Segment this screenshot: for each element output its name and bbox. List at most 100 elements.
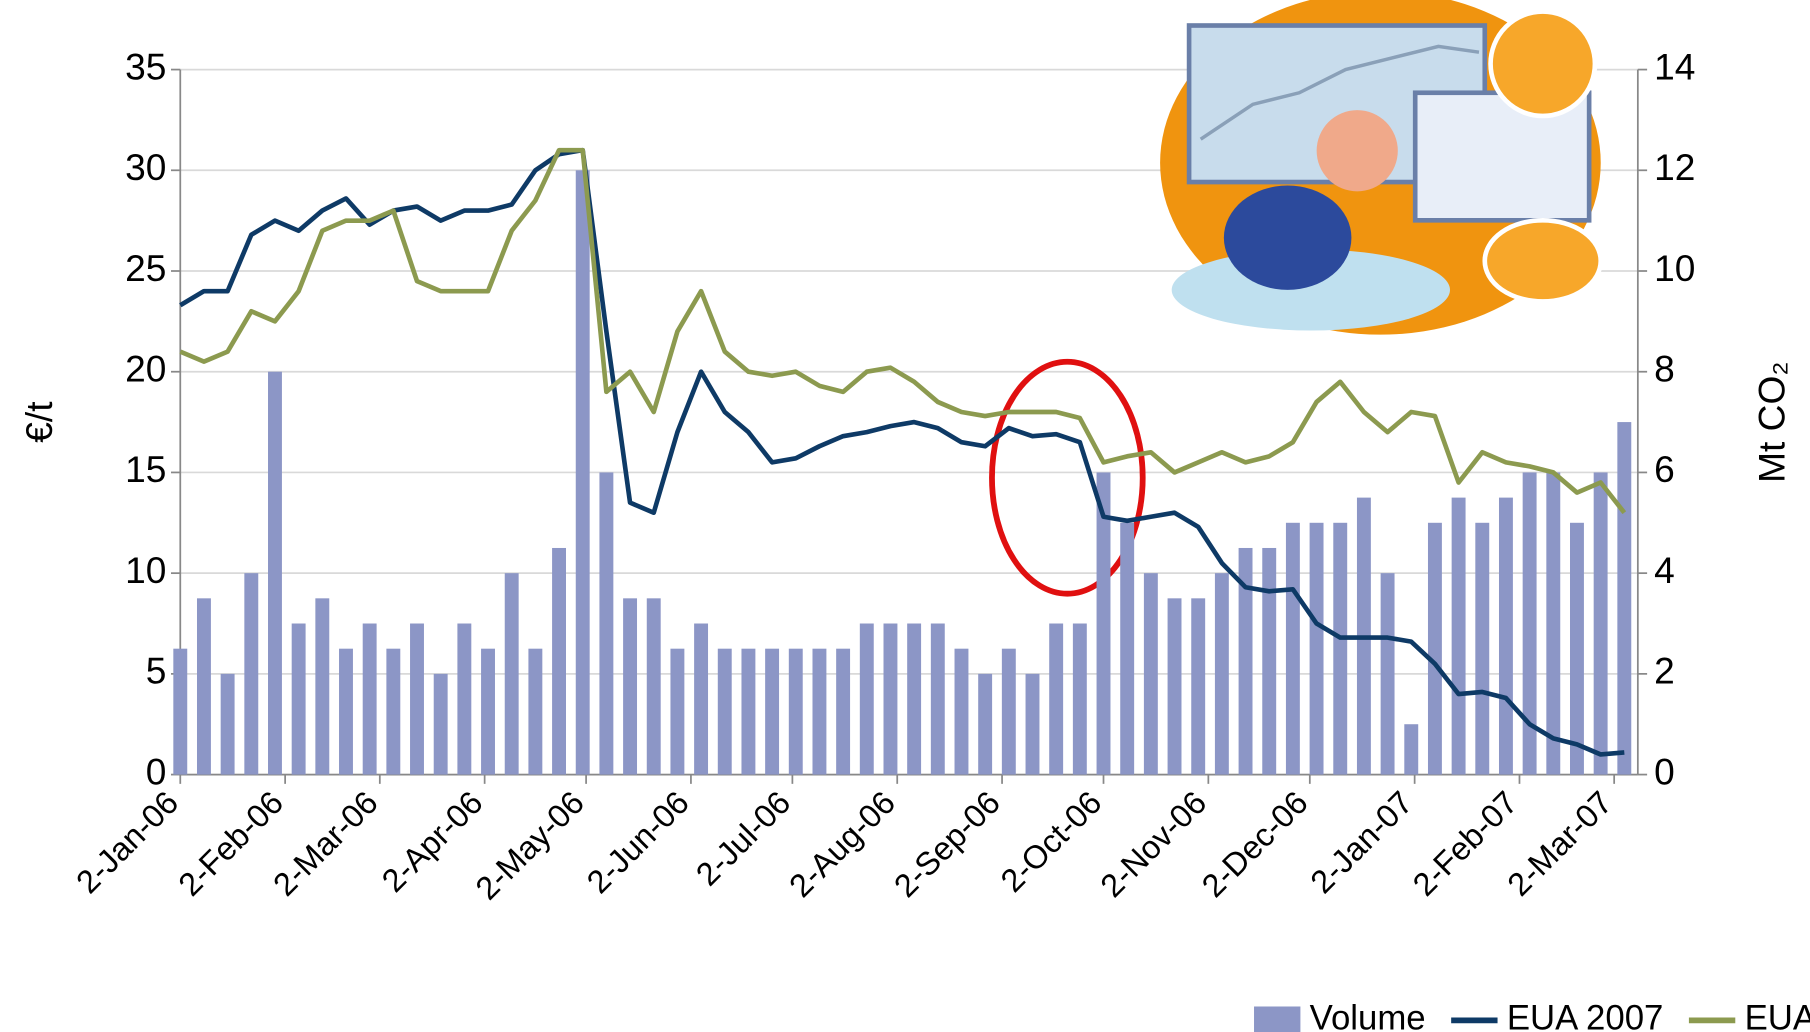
y-tick-label: 20 [125,348,166,390]
bar [860,624,874,775]
bar [244,573,258,774]
bar [1073,624,1087,775]
bar [931,624,945,775]
x-tick-label: 2-Dec-06 [1195,784,1315,904]
legend-label: EUA 2008 [1745,1000,1810,1032]
x-tick-label: 2-Sep-06 [887,784,1007,904]
bar [1168,598,1182,774]
bar [1310,523,1324,775]
bar [718,649,732,775]
x-tick-label: 2-Jan-06 [69,784,185,900]
bar [647,598,661,774]
bar [1428,523,1442,775]
y-tick-label: 35 [125,45,166,87]
bar [1381,573,1395,774]
y2-tick-label: 2 [1654,650,1675,692]
bar [221,674,235,775]
bar [1026,674,1040,775]
x-tick-label: 2-May-06 [469,784,591,906]
clipart-flag [1224,186,1352,290]
bar [1617,422,1631,775]
x-tick-label: 2-Mar-07 [1501,784,1620,903]
x-tick-label: 2-Aug-06 [782,784,902,904]
bar [1570,523,1584,775]
y-tick-label: 0 [146,750,167,792]
y-tick-label: 5 [146,650,167,692]
bar [670,649,684,775]
legend-swatch [1254,1006,1300,1032]
y2-tick-label: 12 [1654,146,1695,188]
clipart [1160,0,1601,335]
bar [1049,624,1063,775]
bar [741,649,755,775]
chart: €/t Mt CO₂ 0 5 10 15 20 25 30 35 0 2 4 6 8 10 12 14 2-Ja… [0,0,1810,1032]
bar [623,598,637,774]
bar [528,649,542,775]
bar [1499,498,1513,775]
bar [576,170,590,774]
bar [292,624,306,775]
bar [1191,598,1205,774]
bar [268,372,282,775]
bar [789,649,803,775]
bar [481,649,495,775]
x-tick-label: 2-Jul-06 [689,784,797,892]
bar [1002,649,1016,775]
y-tick-label: 10 [125,549,166,591]
bar [765,649,779,775]
bar [505,573,519,774]
bar [1333,523,1347,775]
y-tick-label: 25 [125,247,166,289]
x-tick-label: 2-Jun-06 [580,784,696,900]
x-tick-label: 2-Mar-06 [266,784,385,903]
bar [1215,573,1229,774]
x-tick-label: 2-Jan-07 [1304,784,1420,900]
bar [884,624,898,775]
bar [955,649,969,775]
bar [978,674,992,775]
page: {"chart_data":{"type":"bar-line","y_labe… [0,0,1810,1032]
bar [1594,472,1608,774]
bar [1144,573,1158,774]
bar [1404,724,1418,774]
y2-tick-label: 0 [1654,750,1675,792]
legend-label: EUA 2007 [1507,1000,1664,1032]
bar [1452,498,1466,775]
bar [1262,548,1276,775]
bar [1120,523,1134,775]
bar [812,649,826,775]
bar [173,649,187,775]
bar [907,624,921,775]
y-axis-label: €/t [18,401,60,443]
bar [197,598,211,774]
y-tick-label: 30 [125,146,166,188]
y2-tick-label: 4 [1654,549,1675,591]
y-tick-label: 15 [125,448,166,490]
bar [1475,523,1489,775]
highlight-circle [992,362,1143,594]
y2-tick-label: 6 [1654,448,1675,490]
bar [552,548,566,775]
legend-label: Volume [1310,1000,1426,1032]
bar [457,624,471,775]
bar [339,649,353,775]
x-tick-label: 2-Nov-06 [1093,784,1213,904]
bar [1286,523,1300,775]
bar [599,472,613,774]
bar [836,649,850,775]
bar [363,624,377,775]
bar [694,624,708,775]
clipart-head [1317,110,1398,191]
legend: Volume EUA 2007 EUA 2008 [1254,1000,1810,1032]
bar [1546,472,1560,774]
y2-tick-label: 10 [1654,247,1695,289]
y2-tick-label: 8 [1654,348,1675,390]
bar [386,649,400,775]
clipart-euro-bubble [1491,12,1595,116]
clipart-sell-bubble [1485,220,1601,301]
x-tick-label: 2-Oct-06 [994,784,1109,899]
y2-tick-label: 14 [1654,45,1695,87]
bar [410,624,424,775]
y2-axis-label: Mt CO₂ [1750,361,1792,483]
bar [315,598,329,774]
